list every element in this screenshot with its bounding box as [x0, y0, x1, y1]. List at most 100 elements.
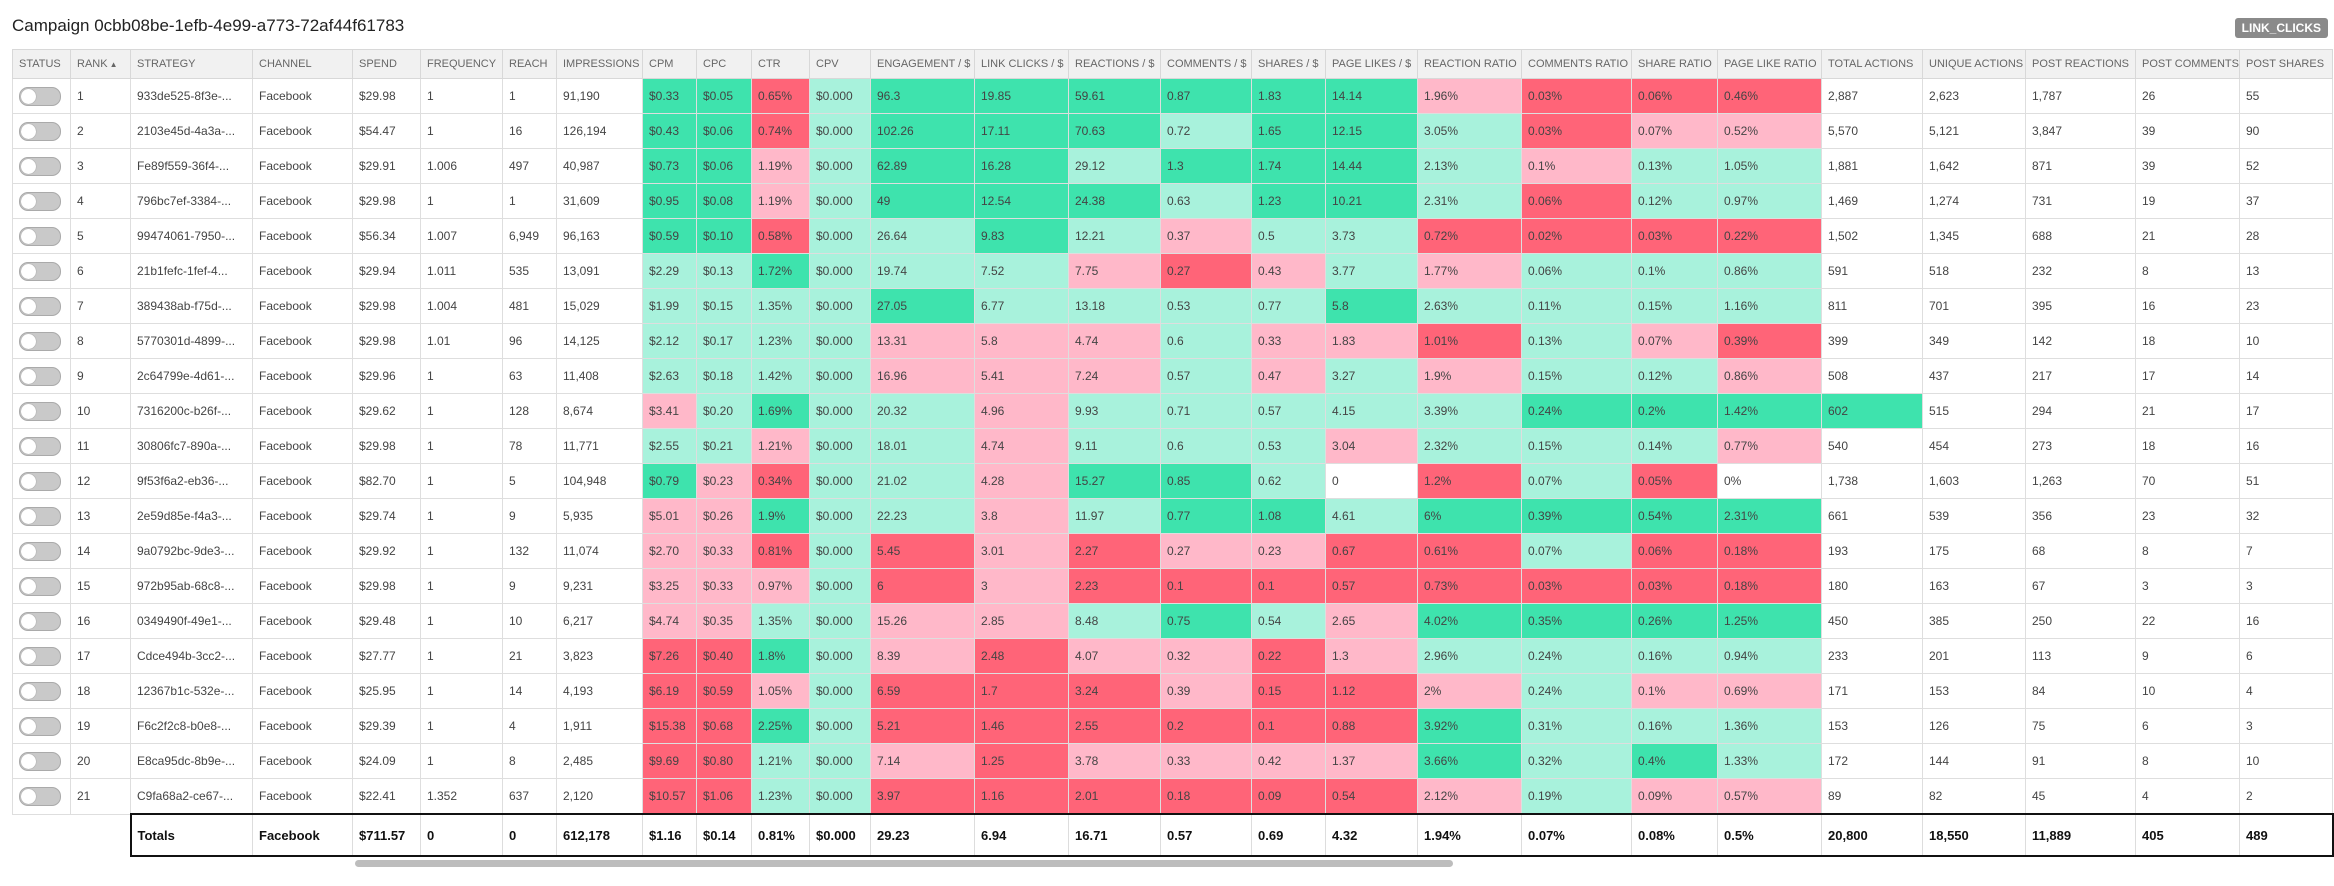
status-toggle[interactable] — [19, 681, 61, 701]
column-header[interactable]: CPM — [642, 49, 697, 79]
status-toggle[interactable] — [19, 506, 61, 526]
column-header[interactable]: CPV — [809, 49, 871, 79]
status-toggle[interactable] — [19, 296, 61, 316]
table-wrapper: STATUSRANKSTRATEGYCHANNELSPENDFREQUENCYR… — [12, 49, 2334, 857]
table-cell: $0.73 — [642, 148, 697, 184]
table-cell: Facebook — [252, 428, 353, 464]
table-cell: 1.16 — [974, 778, 1069, 815]
totals-cell: 18,550 — [1922, 813, 2026, 857]
table-cell: Facebook — [252, 743, 353, 779]
data-row: 14 9a0792bc-9de3-... Facebook $29.92 1 132 11,… — [12, 533, 2333, 569]
status-toggle[interactable] — [19, 401, 61, 421]
column-header[interactable]: CHANNEL — [252, 49, 353, 79]
table-cell: $0.000 — [809, 253, 871, 289]
status-toggle[interactable] — [19, 226, 61, 246]
table-cell: $6.19 — [642, 673, 697, 709]
table-cell: 13 — [2239, 253, 2333, 289]
column-header[interactable]: UNIQUE ACTIONS — [1922, 49, 2026, 79]
column-header[interactable]: PAGE LIKES / $ — [1325, 49, 1418, 79]
column-header[interactable]: STRATEGY — [130, 49, 253, 79]
status-toggle[interactable] — [19, 716, 61, 736]
table-cell: 0.15 — [1251, 673, 1326, 709]
table-cell: 10 — [70, 393, 131, 429]
status-toggle[interactable] — [19, 261, 61, 281]
column-header[interactable]: ENGAGEMENT / $ — [870, 49, 975, 79]
column-header[interactable]: COMMENTS / $ — [1160, 49, 1252, 79]
column-header[interactable]: TOTAL ACTIONS — [1821, 49, 1923, 79]
table-cell: 1.23% — [751, 778, 810, 815]
table-cell: 1,881 — [1821, 148, 1923, 184]
table-cell: $25.95 — [352, 673, 421, 709]
column-header[interactable]: REACTIONS / $ — [1068, 49, 1161, 79]
status-toggle[interactable] — [19, 576, 61, 596]
status-toggle[interactable] — [19, 471, 61, 491]
table-cell: Facebook — [252, 568, 353, 604]
column-header[interactable]: LINK CLICKS / $ — [974, 49, 1069, 79]
column-header[interactable]: CTR — [751, 49, 810, 79]
horizontal-scrollbar[interactable] — [355, 860, 1453, 867]
column-header[interactable]: CPC — [696, 49, 752, 79]
table-cell: Facebook — [252, 533, 353, 569]
table-cell: Facebook — [252, 253, 353, 289]
table-cell: 23 — [2239, 288, 2333, 324]
column-header[interactable]: POST COMMENTS — [2135, 49, 2240, 79]
table-cell: 13 — [70, 498, 131, 534]
status-cell — [12, 708, 71, 744]
table-cell: 180 — [1821, 568, 1923, 604]
column-header[interactable]: COMMENTS RATIO — [1521, 49, 1632, 79]
column-header[interactable]: POST REACTIONS — [2025, 49, 2136, 79]
data-row: 16 0349490f-49e1-... Facebook $29.48 1 10 6,21… — [12, 603, 2333, 639]
column-header[interactable]: REACH — [502, 49, 557, 79]
column-header[interactable]: IMPRESSIONS — [556, 49, 643, 79]
column-header[interactable]: FREQUENCY — [420, 49, 503, 79]
table-cell: Cdce494b-3cc2-... — [130, 638, 253, 674]
status-toggle[interactable] — [19, 541, 61, 561]
table-cell: 1 — [420, 113, 503, 149]
table-cell: 2.32% — [1417, 428, 1522, 464]
column-header[interactable]: PAGE LIKE RATIO — [1717, 49, 1822, 79]
table-cell: $0.26 — [696, 498, 752, 534]
status-toggle[interactable] — [19, 331, 61, 351]
status-cell — [12, 148, 71, 184]
column-header[interactable]: SHARES / $ — [1251, 49, 1326, 79]
status-toggle[interactable] — [19, 86, 61, 106]
column-header[interactable]: RANK — [70, 49, 131, 79]
table-cell: 20 — [70, 743, 131, 779]
table-cell: 0.65% — [751, 78, 810, 114]
status-toggle[interactable] — [19, 121, 61, 141]
table-cell: Facebook — [252, 463, 353, 499]
status-toggle[interactable] — [19, 646, 61, 666]
data-row: 11 30806fc7-890a-... Facebook $29.98 1 78 11,7… — [12, 428, 2333, 464]
status-toggle[interactable] — [19, 436, 61, 456]
column-header[interactable]: REACTION RATIO — [1417, 49, 1522, 79]
table-cell: $0.15 — [696, 288, 752, 324]
table-cell: 1.35% — [751, 603, 810, 639]
status-toggle[interactable] — [19, 366, 61, 386]
status-toggle[interactable] — [19, 156, 61, 176]
table-cell: 1 — [420, 533, 503, 569]
status-toggle[interactable] — [19, 611, 61, 631]
table-cell: 0.26% — [1631, 603, 1718, 639]
table-cell: $0.06 — [696, 148, 752, 184]
table-cell: 481 — [502, 288, 557, 324]
status-toggle[interactable] — [19, 751, 61, 771]
status-toggle[interactable] — [19, 786, 61, 806]
table-cell: $0.20 — [696, 393, 752, 429]
totals-cell: 20,800 — [1821, 813, 1923, 857]
column-header[interactable]: STATUS — [12, 49, 71, 79]
table-cell: 1.23% — [751, 323, 810, 359]
table-cell: 0.06% — [1521, 253, 1632, 289]
table-cell: 96,163 — [556, 218, 643, 254]
table-cell: $0.05 — [696, 78, 752, 114]
column-header[interactable]: SHARE RATIO — [1631, 49, 1718, 79]
table-cell: 78 — [502, 428, 557, 464]
column-header[interactable]: SPEND — [352, 49, 421, 79]
table-cell: $2.70 — [642, 533, 697, 569]
status-toggle[interactable] — [19, 191, 61, 211]
data-row: 13 2e59d85e-f4a3-... Facebook $29.74 1 9 5,935… — [12, 498, 2333, 534]
table-cell: $2.12 — [642, 323, 697, 359]
status-cell — [12, 498, 71, 534]
table-cell: 12367b1c-532e-... — [130, 673, 253, 709]
table-cell: 0.07% — [1521, 463, 1632, 499]
column-header[interactable]: POST SHARES — [2239, 49, 2333, 79]
